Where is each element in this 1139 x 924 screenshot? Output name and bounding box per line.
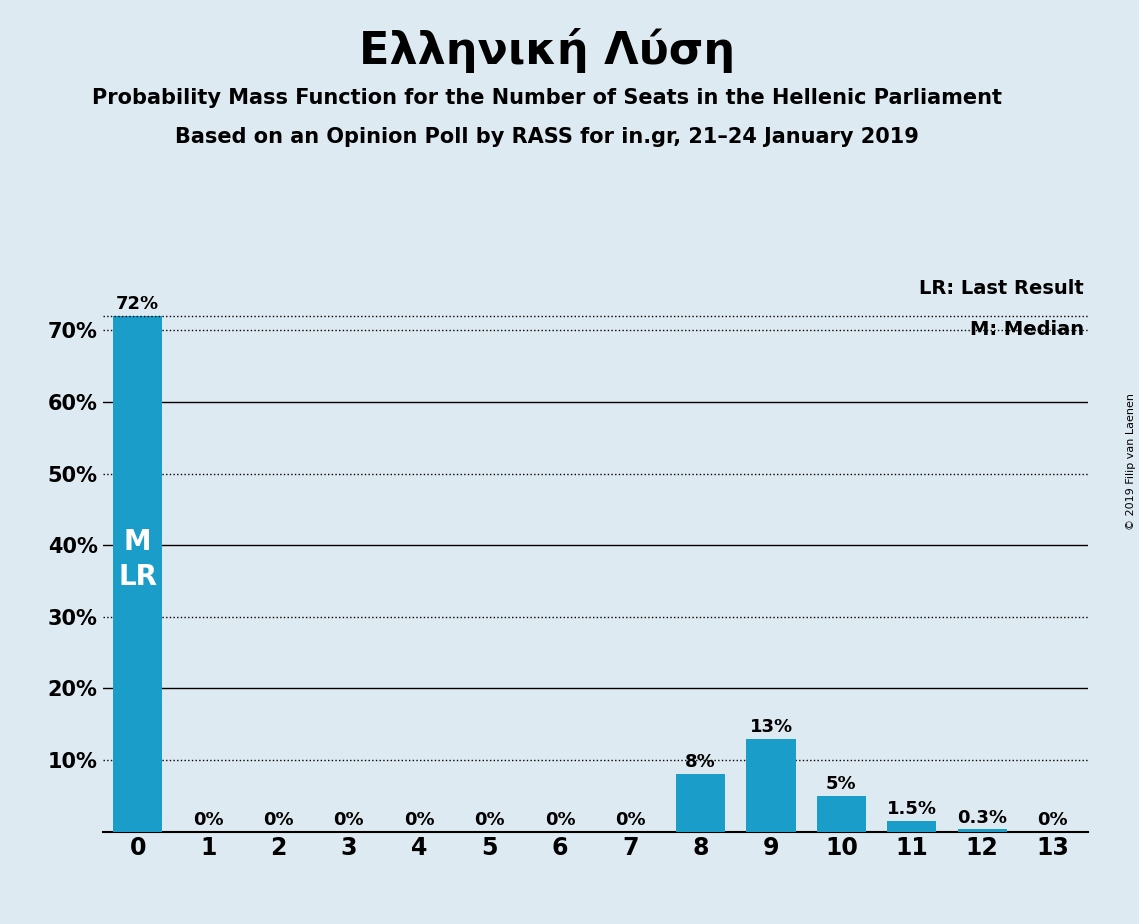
Bar [817,796,866,832]
Text: Ελληνική Λύση: Ελληνική Λύση [359,28,735,73]
Text: 0%: 0% [544,810,575,829]
Text: 0%: 0% [404,810,434,829]
Text: 0%: 0% [192,810,223,829]
Text: Based on an Opinion Poll by RASS for in.gr, 21–24 January 2019: Based on an Opinion Poll by RASS for in.… [174,127,919,147]
Text: LR: Last Result: LR: Last Result [919,279,1084,298]
Bar [887,821,936,832]
Text: 0%: 0% [474,810,505,829]
Text: 0%: 0% [263,810,294,829]
Text: 1.5%: 1.5% [887,800,936,818]
Text: 0%: 0% [334,810,364,829]
Text: M
LR: M LR [118,529,157,590]
Text: 8%: 8% [686,753,716,772]
Bar [113,316,163,832]
Text: Probability Mass Function for the Number of Seats in the Hellenic Parliament: Probability Mass Function for the Number… [92,88,1001,108]
Text: 5%: 5% [826,775,857,793]
Text: M: Median: M: Median [970,320,1084,338]
Text: 0%: 0% [1038,810,1068,829]
Bar [677,774,726,832]
Text: 0.3%: 0.3% [957,808,1007,827]
Text: 0%: 0% [615,810,646,829]
Text: 72%: 72% [116,295,159,313]
Bar [958,830,1007,832]
Bar [746,738,796,832]
Text: © 2019 Filip van Laenen: © 2019 Filip van Laenen [1126,394,1136,530]
Text: 13%: 13% [749,718,793,736]
